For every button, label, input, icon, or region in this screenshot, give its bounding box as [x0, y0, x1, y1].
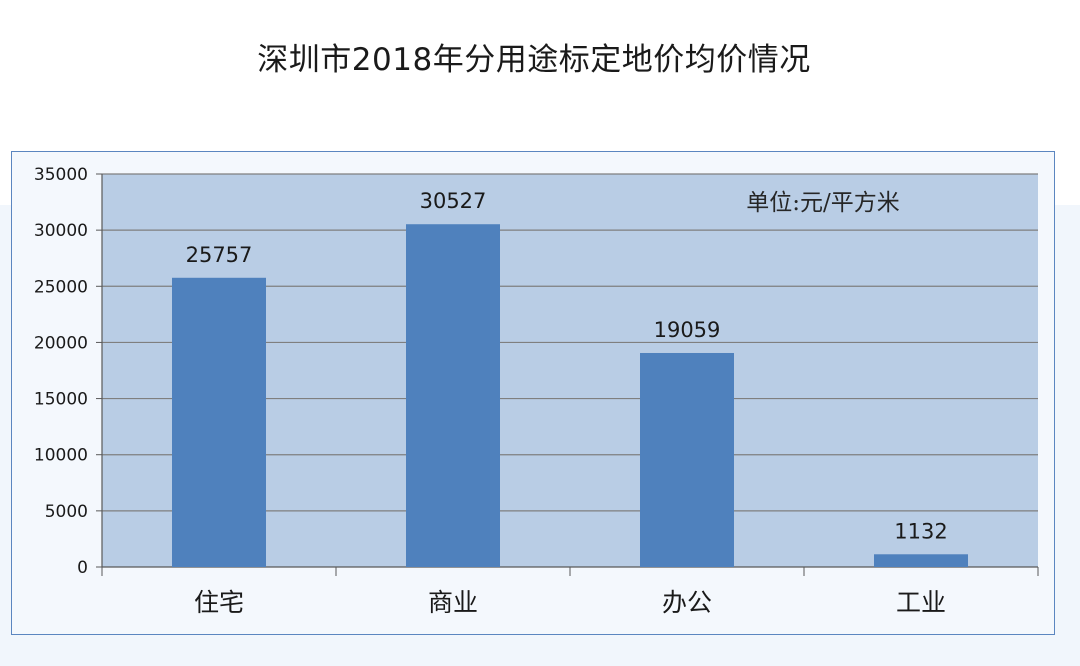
bars — [172, 224, 968, 567]
y-tick-label: 10000 — [34, 446, 88, 466]
unit-note: 单位:元/平方米 — [746, 190, 900, 216]
bar-value-label: 30527 — [420, 189, 487, 213]
y-tick-label: 20000 — [34, 333, 88, 353]
y-tick-label: 15000 — [34, 390, 88, 410]
bar-value-label: 19059 — [654, 318, 721, 342]
y-tick-label: 35000 — [34, 165, 88, 185]
y-tick-label: 30000 — [34, 221, 88, 241]
y-tick-label: 25000 — [34, 277, 88, 297]
y-tick-label: 0 — [77, 558, 88, 578]
x-category-label: 商业 — [428, 588, 478, 617]
y-tick-label: 5000 — [45, 502, 88, 522]
x-category-label: 住宅 — [194, 588, 244, 617]
x-category-label: 办公 — [662, 588, 712, 617]
bar — [874, 554, 968, 567]
bar-value-label: 25757 — [186, 243, 253, 267]
bar — [406, 224, 500, 567]
bar-value-label: 1132 — [894, 519, 947, 543]
labels: 0 5000 10000 15000 20000 25000 30000 35000 25757… — [34, 165, 948, 617]
x-category-label: 工业 — [896, 588, 946, 617]
chart-title: 深圳市2018年分用途标定地价均价情况 — [257, 42, 811, 78]
bar — [640, 352, 734, 567]
bar — [172, 277, 266, 567]
